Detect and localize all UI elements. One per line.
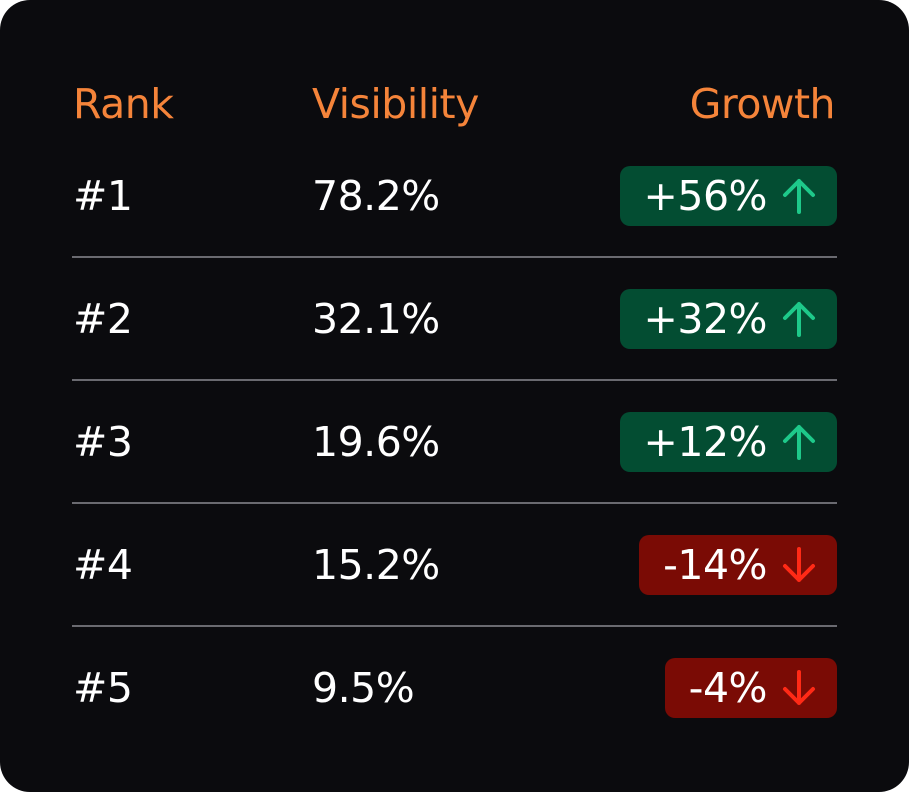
arrow-up-icon bbox=[781, 300, 817, 338]
row-divider bbox=[72, 625, 837, 627]
header-growth: Growth bbox=[689, 80, 836, 128]
growth-value: +12% bbox=[643, 418, 768, 466]
row-divider bbox=[72, 379, 837, 381]
arrow-down-icon bbox=[781, 669, 817, 707]
table-header: Rank Visibility Growth bbox=[0, 76, 909, 136]
visibility-cell: 78.2% bbox=[312, 172, 440, 220]
arrow-up-icon bbox=[781, 177, 817, 215]
table-row: #1 78.2% +56% bbox=[72, 166, 837, 226]
growth-badge: +12% bbox=[619, 412, 837, 472]
rank-cell: #1 bbox=[73, 172, 133, 220]
header-rank: Rank bbox=[73, 80, 174, 128]
table-row: #3 19.6% +12% bbox=[72, 412, 837, 472]
visibility-cell: 32.1% bbox=[312, 295, 440, 343]
growth-value: -4% bbox=[688, 664, 768, 712]
row-divider bbox=[72, 502, 837, 504]
table-row: #5 9.5% -4% bbox=[72, 658, 837, 718]
growth-badge: +56% bbox=[619, 166, 837, 226]
growth-value: +32% bbox=[643, 295, 768, 343]
visibility-cell: 15.2% bbox=[312, 541, 440, 589]
rank-cell: #4 bbox=[73, 541, 133, 589]
growth-value: +56% bbox=[643, 172, 768, 220]
growth-badge: -4% bbox=[664, 658, 837, 718]
row-divider bbox=[72, 256, 837, 258]
visibility-cell: 9.5% bbox=[312, 664, 415, 712]
growth-value: -14% bbox=[663, 541, 767, 589]
growth-badge: +32% bbox=[619, 289, 837, 349]
growth-badge: -14% bbox=[639, 535, 837, 595]
visibility-cell: 19.6% bbox=[312, 418, 440, 466]
rank-cell: #3 bbox=[73, 418, 133, 466]
arrow-up-icon bbox=[781, 423, 817, 461]
rank-cell: #5 bbox=[73, 664, 133, 712]
table-row: #4 15.2% -14% bbox=[72, 535, 837, 595]
arrow-down-icon bbox=[781, 546, 817, 584]
header-visibility: Visibility bbox=[312, 80, 479, 128]
table-row: #2 32.1% +32% bbox=[72, 289, 837, 349]
rank-cell: #2 bbox=[73, 295, 133, 343]
